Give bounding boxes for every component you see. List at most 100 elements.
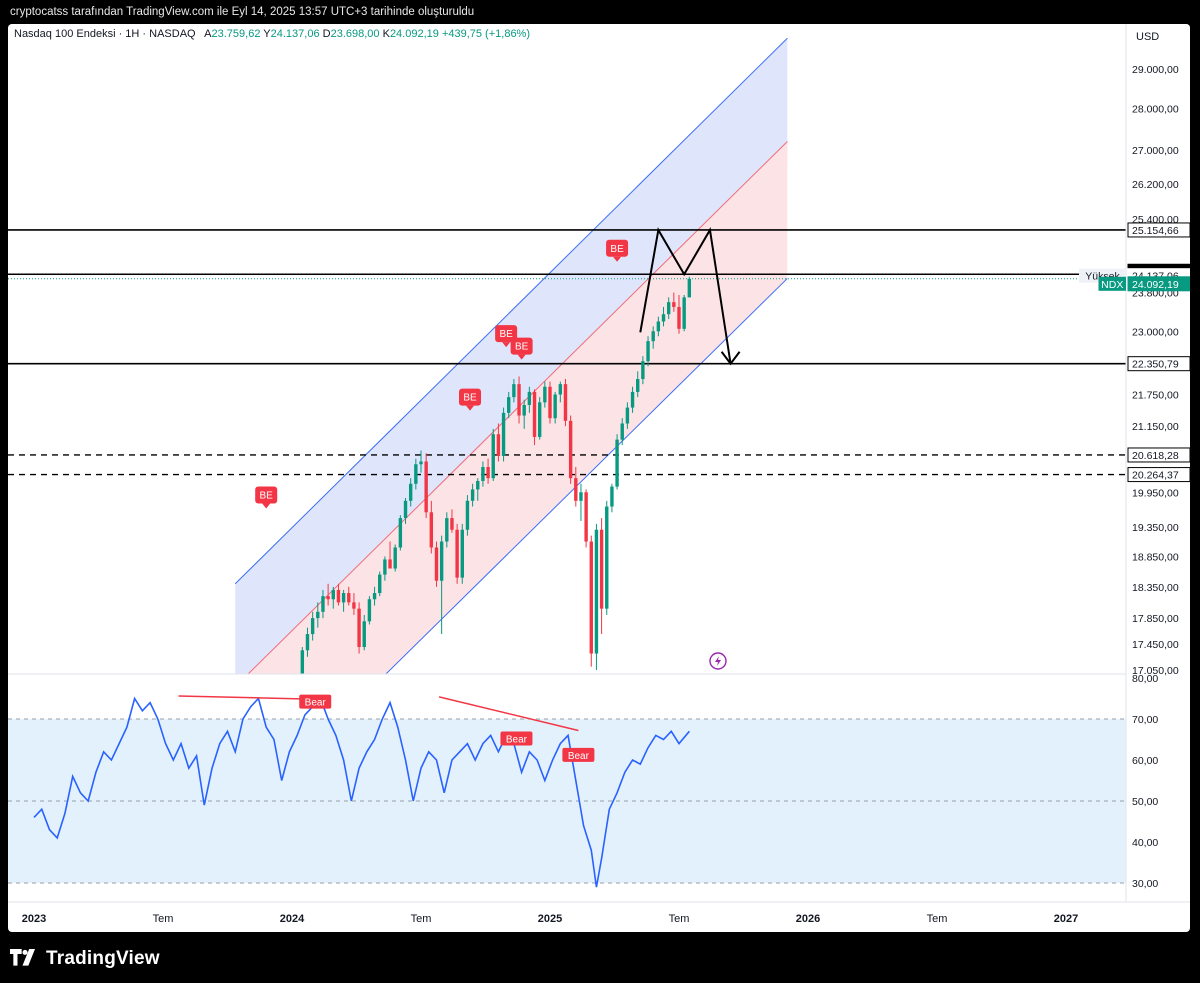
candle-body: [470, 489, 475, 501]
be-badge-tip: [613, 256, 622, 262]
price-tick-label: 17.850,00: [1132, 613, 1179, 625]
bear-signal-badge: Bear: [500, 731, 533, 746]
candle-body: [620, 423, 624, 440]
price-tag-box: [1127, 222, 1190, 238]
candle-body: [491, 434, 495, 479]
price-tag-box: [1127, 356, 1190, 372]
price-tick-label: 28.000,00: [1132, 104, 1179, 116]
chart-svg[interactable]: BEBEBEBEBEBearBearBearUSD29.000,0028.000…: [8, 24, 1190, 932]
high-label: Y: [263, 28, 271, 40]
rsi-tick-label: 60,00: [1132, 755, 1158, 767]
candle-body: [579, 492, 583, 501]
projection-path: [639, 227, 732, 364]
snapshot-caption: cryptocatss tarafından TradingView.com i…: [10, 6, 475, 18]
symbol-legend: Nasdaq 100 Endeksi · 1H · NASDAQ A23.759…: [14, 28, 530, 40]
candle-body: [352, 602, 356, 609]
price-tag-box: [1127, 447, 1190, 463]
candle-body: [367, 599, 372, 622]
price-tag-label: 25.154,66: [1132, 225, 1179, 237]
symbol-name: Nasdaq 100 Endeksi · 1H · NASDAQ: [14, 28, 196, 40]
candle-body: [605, 506, 609, 609]
candle-body: [677, 306, 681, 329]
candle-body: [429, 512, 434, 548]
candle-body: [326, 596, 330, 600]
candle-body: [347, 593, 351, 603]
price-tick-label: 23.000,00: [1132, 326, 1179, 338]
channel-upper-line: [234, 37, 788, 585]
candle-body: [656, 321, 661, 332]
brand-footer: TradingView: [10, 946, 160, 972]
rsi-tick-label: 80,00: [1132, 673, 1158, 685]
candle-body: [666, 302, 671, 315]
time-tick-label: 2024: [280, 913, 305, 925]
candle-body: [537, 402, 542, 437]
candle-body: [393, 547, 397, 569]
chart-panel[interactable]: BE BE BE BE BE Bear Bear Bear USD 29.000,00 28.000…: [8, 24, 1190, 932]
channel-upper-fill: [235, 38, 788, 674]
be-signal-badge: BE: [495, 325, 518, 348]
rsi-tick-label: 40,00: [1132, 837, 1158, 849]
be-badge-text: BE: [260, 491, 274, 502]
rsi-tick-label: 50,00: [1132, 796, 1158, 808]
bear-badge-text: Bear: [305, 698, 327, 709]
rsi-line: [33, 696, 690, 888]
price-tag-label: 24.092,19: [1132, 279, 1179, 291]
candle-body: [687, 278, 692, 298]
candle-body: [316, 611, 320, 619]
candle-body: [507, 397, 511, 413]
time-tick-label: Tem: [153, 913, 174, 925]
candle-body: [496, 434, 501, 456]
be-badge-text: BE: [463, 393, 477, 404]
rsi-divergence-line: [438, 696, 579, 732]
candle-body: [424, 461, 428, 513]
candle-body: [589, 541, 593, 654]
candle-body: [646, 341, 650, 362]
candle-body: [563, 384, 568, 421]
price-tag-box: [1127, 467, 1190, 483]
be-badge-bg: [459, 388, 482, 406]
time-tick-label: 2026: [796, 913, 820, 925]
candle-body: [372, 593, 377, 600]
open-label: A: [204, 28, 212, 40]
lightning-icon-bolt: [715, 656, 721, 666]
candle-body: [548, 386, 552, 419]
candle-body: [388, 559, 392, 569]
price-tag-name: NDX: [1101, 279, 1123, 291]
candle-body: [383, 559, 387, 575]
candle-body: [445, 518, 449, 542]
be-signal-badge: BE: [606, 239, 629, 262]
be-badge-tip: [502, 342, 511, 348]
price-tag-label: 20.264,37: [1132, 470, 1179, 482]
price-tag-label: 22.350,79: [1132, 359, 1179, 371]
candle-body: [336, 589, 341, 603]
be-badge-text: BE: [610, 244, 624, 255]
time-tick-label: Tem: [411, 913, 432, 925]
price-tick-label: 17.450,00: [1132, 639, 1179, 651]
time-tick-label: Tem: [669, 913, 690, 925]
change-value: +439,75 (+1,86%): [441, 28, 531, 40]
price-tag-name-box: [1098, 276, 1126, 291]
candle-body: [403, 500, 408, 519]
candle-body: [450, 518, 454, 530]
bear-signal-badge: Bear: [299, 694, 332, 709]
rsi-tick-label: 70,00: [1132, 714, 1158, 726]
candle-body: [434, 547, 439, 581]
candle-body: [310, 618, 315, 635]
price-tag-box: [1127, 276, 1190, 292]
candle-body: [522, 404, 526, 416]
candle-body: [553, 394, 557, 419]
price-tick-label: 18.350,00: [1132, 582, 1179, 594]
tradingview-logo-icon: [10, 949, 35, 966]
candle-body: [661, 314, 666, 322]
candle-body: [414, 464, 418, 484]
price-tick-label: 21.150,00: [1132, 421, 1179, 433]
close-value: 24.092,19: [389, 28, 439, 40]
candle-body: [594, 529, 599, 654]
candle-body: [651, 331, 655, 342]
candle-body: [362, 621, 366, 648]
rsi-pane: Bear Bear Bear: [8, 694, 1126, 888]
be-badge-bg: [606, 239, 629, 257]
candle-body: [331, 589, 335, 600]
